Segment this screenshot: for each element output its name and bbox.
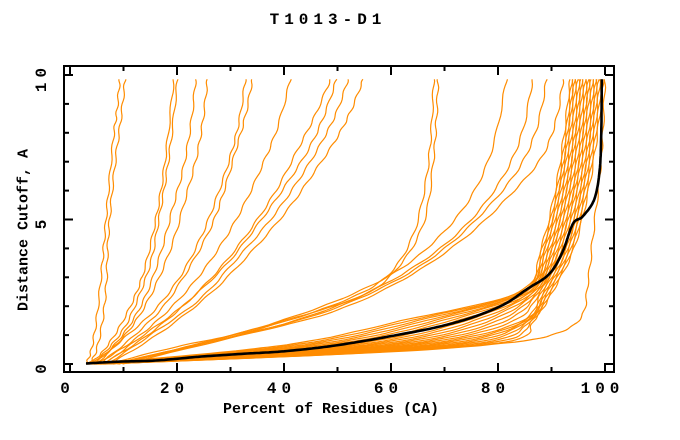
model-curve [87,79,127,365]
model-curve [100,79,598,365]
model-curve [102,79,600,365]
model-curve [85,79,121,365]
y-tick-label: 5 [33,215,51,230]
x-tick-label: 100 [581,380,625,398]
model-curve [101,79,331,365]
model-curve [96,79,292,365]
model-curve [112,79,509,365]
model-curve [91,79,179,365]
y-tick-label: 0 [33,359,51,374]
x-tick-label: 60 [374,380,403,398]
plot-border [63,65,615,373]
x-tick-label: 20 [160,380,189,398]
model-curve [106,79,349,365]
model-curve [112,79,440,365]
model-curve [91,79,579,365]
y-tick-label: 10 [33,63,51,92]
model-curve [94,79,587,365]
model-curve [95,79,247,365]
model-curve [122,79,565,365]
model-curve [98,79,592,365]
x-axis-title: Percent of Residues (CA) [222,401,440,418]
x-tick-label: 0 [60,380,75,398]
model-curve [118,79,548,365]
model-curve [86,79,574,365]
highlight-curve [86,79,604,365]
model-curve [93,79,584,365]
model-curve [94,79,208,365]
model-curve [103,79,605,365]
model-curve [105,78,338,365]
model-curve [92,79,582,365]
chart-title: T1013-D1 [269,11,387,29]
model-curve [96,79,590,365]
model-curve [91,79,197,365]
model-curve [110,78,364,365]
model-curve [99,79,253,365]
x-tick-label: 40 [267,380,296,398]
x-tick-label: 80 [481,380,510,398]
model-curve [87,79,574,365]
model-curve [86,79,571,365]
model-curve [88,79,175,365]
